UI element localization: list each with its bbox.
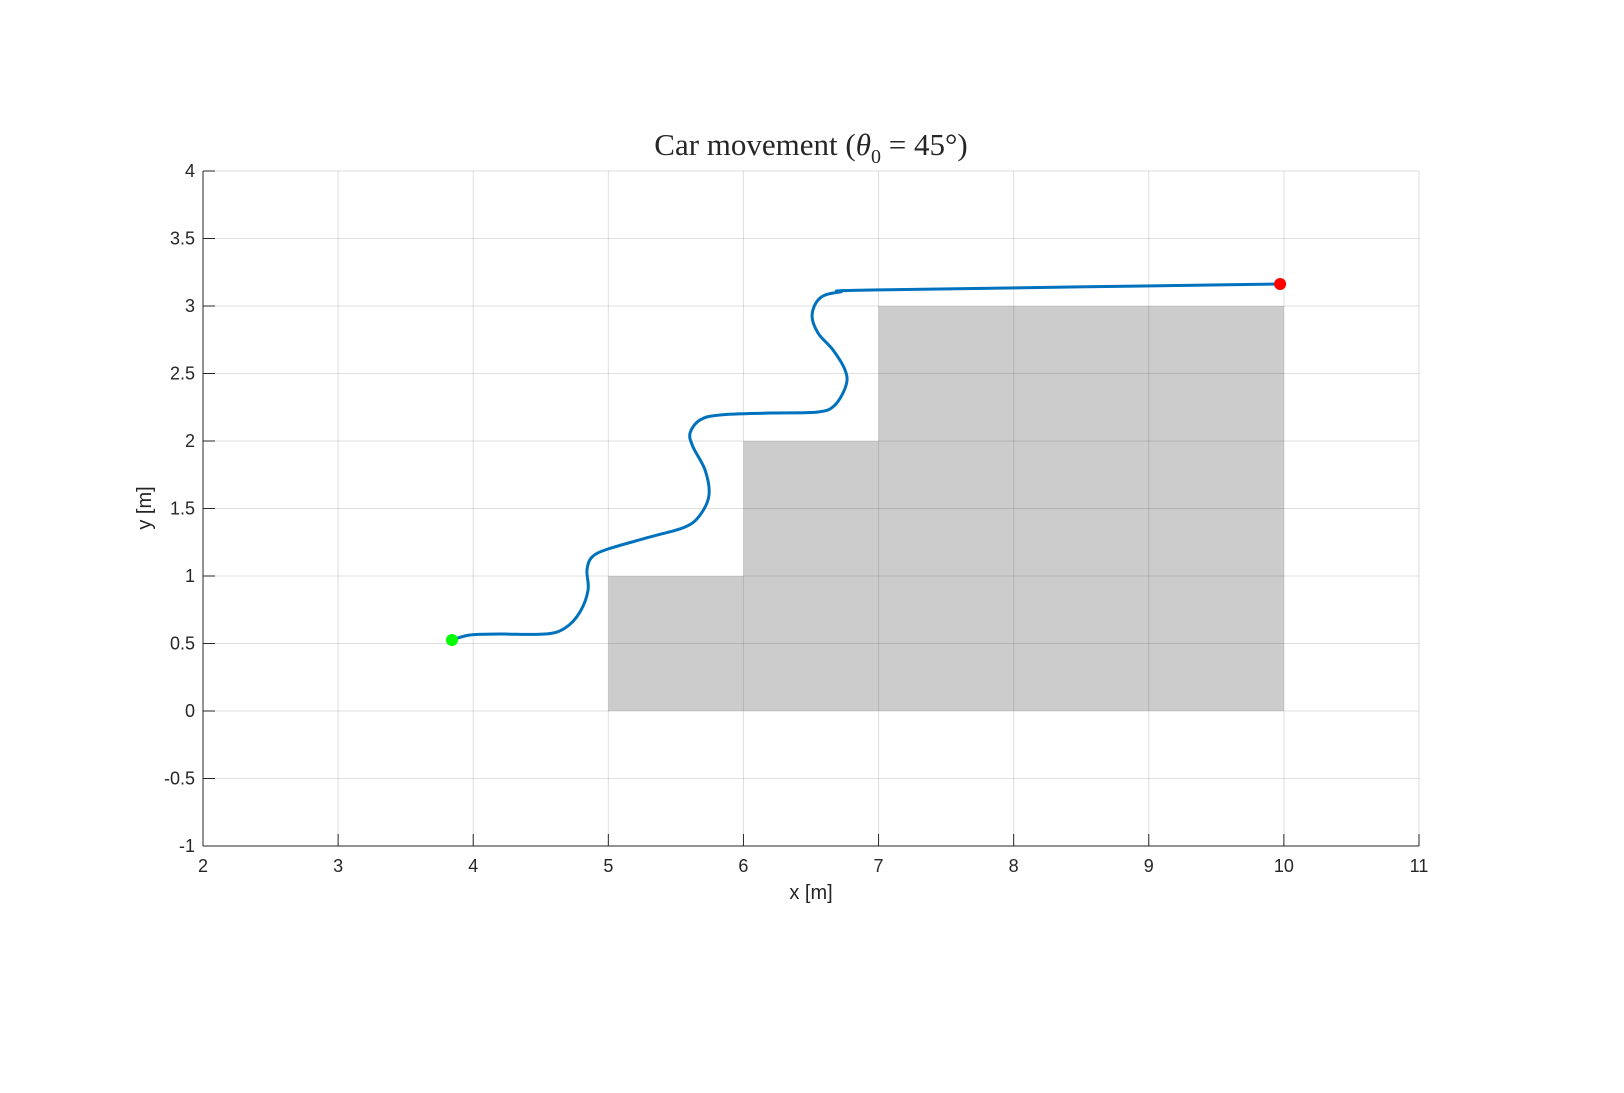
- grid: [202, 170, 1420, 847]
- axes: 2 3 4 5 6 7 8 9 10 11 -1 -0.5 0 0.5 1 1.5 2 2.5 3 3.5 4: [164, 161, 1428, 876]
- x-tick-label: 5: [603, 856, 613, 876]
- obstacle: [743, 441, 879, 711]
- trajectory-line: [451, 282, 1281, 642]
- x-tick-label: 3: [333, 856, 343, 876]
- x-tick-label: 11: [1410, 856, 1429, 876]
- y-tick-label: 3: [185, 296, 195, 316]
- y-tick-label: -0.5: [164, 769, 195, 789]
- series: [446, 277, 1287, 646]
- y-tick-label: 2: [185, 431, 195, 451]
- y-tick-label: 4: [185, 161, 195, 181]
- y-tick-label: 3.5: [170, 229, 195, 249]
- y-axis-label: y [m]: [134, 486, 156, 529]
- x-tick-label: 6: [738, 856, 748, 876]
- start-point-marker: [446, 633, 459, 646]
- obstacles: [608, 306, 1284, 711]
- x-tick-label: 7: [874, 856, 884, 876]
- chart-title: Car movement (θ0 = 45°): [654, 127, 967, 168]
- y-tick-label: 1: [185, 566, 195, 586]
- y-tick-label: 0.5: [170, 634, 195, 654]
- y-tick-label: 1.5: [170, 499, 195, 519]
- x-axis-label: x [m]: [789, 882, 832, 904]
- y-tick-label: 2.5: [170, 364, 195, 384]
- x-tick-label: 9: [1144, 856, 1154, 876]
- end-point-marker: [1274, 277, 1287, 290]
- y-tick-label: 0: [185, 701, 195, 721]
- x-tick-label: 10: [1274, 856, 1294, 876]
- x-tick-label: 2: [198, 856, 208, 876]
- obstacle: [878, 306, 1284, 711]
- obstacle: [608, 576, 744, 711]
- y-tick-label: -1: [179, 836, 195, 856]
- x-tick-label: 8: [1009, 856, 1019, 876]
- x-tick-label: 4: [468, 856, 478, 876]
